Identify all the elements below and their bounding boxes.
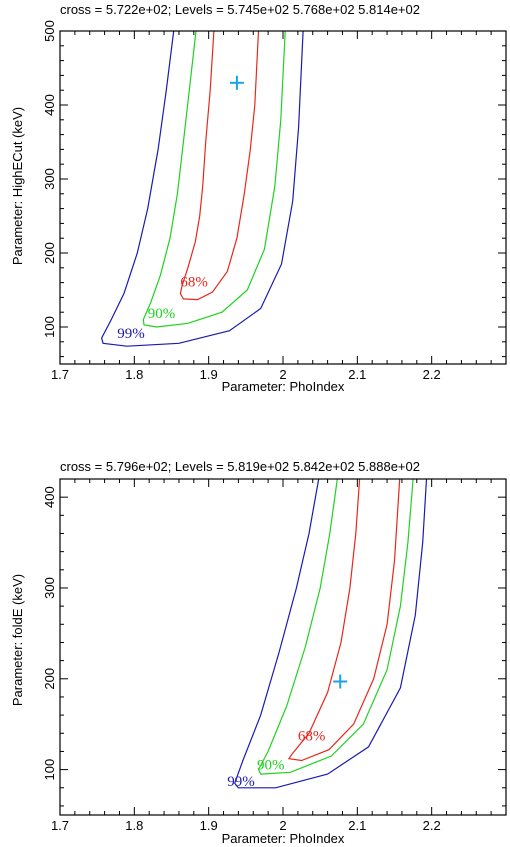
tick-group: 1.7 1.8 1.9 2 2.1 2.2 100 200 300 400 500 <box>42 20 507 382</box>
x-tick-label: 2.2 <box>423 367 441 382</box>
x-tick-label: 2 <box>279 818 286 833</box>
y-tick-label: 400 <box>42 94 57 116</box>
x-tick-label: 2.1 <box>348 367 366 382</box>
contour-line-99 <box>234 478 428 789</box>
contour-line-90 <box>142 30 286 328</box>
x-tick-label: 2 <box>279 367 286 382</box>
x-tick-label: 1.8 <box>125 367 143 382</box>
y-axis-label: Parameter: HighECut (keV) <box>10 107 25 265</box>
y-tick-label: 100 <box>42 759 57 781</box>
y-tick-label: 300 <box>42 577 57 599</box>
plot-frame <box>59 478 507 816</box>
y-tick-label: 400 <box>42 486 57 508</box>
tick-group: 1.7 1.8 1.9 2 2.1 2.2 100 200 300 400 <box>42 478 507 833</box>
contour-line-68 <box>287 478 401 762</box>
x-tick-label: 1.7 <box>51 367 69 382</box>
best-fit-cross <box>229 75 244 90</box>
y-axis-label: Parameter: foldE (keV) <box>10 574 25 706</box>
x-tick-label: 2.1 <box>348 818 366 833</box>
contour-label: 90% <box>148 306 176 322</box>
x-tick-label: 1.8 <box>125 818 143 833</box>
x-tick-label: 1.9 <box>200 367 218 382</box>
contour-line-68 <box>179 30 260 301</box>
contour-label: 90% <box>257 758 285 774</box>
x-tick-label: 1.7 <box>51 818 69 833</box>
chart-title: cross = 5.796e+02; Levels = 5.819e+02 5.… <box>60 459 420 474</box>
x-axis-label: Parameter: PhoIndex <box>222 379 345 394</box>
contour-line-90 <box>257 478 414 775</box>
best-fit-cross <box>333 674 348 689</box>
contour-label: 99% <box>227 774 255 790</box>
contour-group: 68% 90%99% <box>227 478 428 790</box>
y-tick-label: 200 <box>42 242 57 264</box>
x-axis-label: Parameter: PhoIndex <box>222 831 345 846</box>
y-tick-label: 300 <box>42 168 57 190</box>
contour-label: 68% <box>180 274 208 290</box>
contour-label: 99% <box>117 326 145 342</box>
contour-label: 68% <box>298 729 326 745</box>
contour-group: 68%90%99% <box>100 30 304 347</box>
contour-line-99 <box>100 30 304 347</box>
contour-panel-highecut: cross = 5.722e+02; Levels = 5.745e+02 5.… <box>10 2 507 394</box>
y-tick-label: 500 <box>42 20 57 42</box>
chart-title: cross = 5.722e+02; Levels = 5.745e+02 5.… <box>60 2 420 17</box>
y-tick-label: 100 <box>42 316 57 338</box>
x-tick-label: 1.9 <box>200 818 218 833</box>
x-tick-label: 2.2 <box>423 818 441 833</box>
contour-panel-folde: cross = 5.796e+02; Levels = 5.819e+02 5.… <box>10 459 507 846</box>
y-tick-label: 200 <box>42 668 57 690</box>
plot-frame <box>59 30 507 365</box>
